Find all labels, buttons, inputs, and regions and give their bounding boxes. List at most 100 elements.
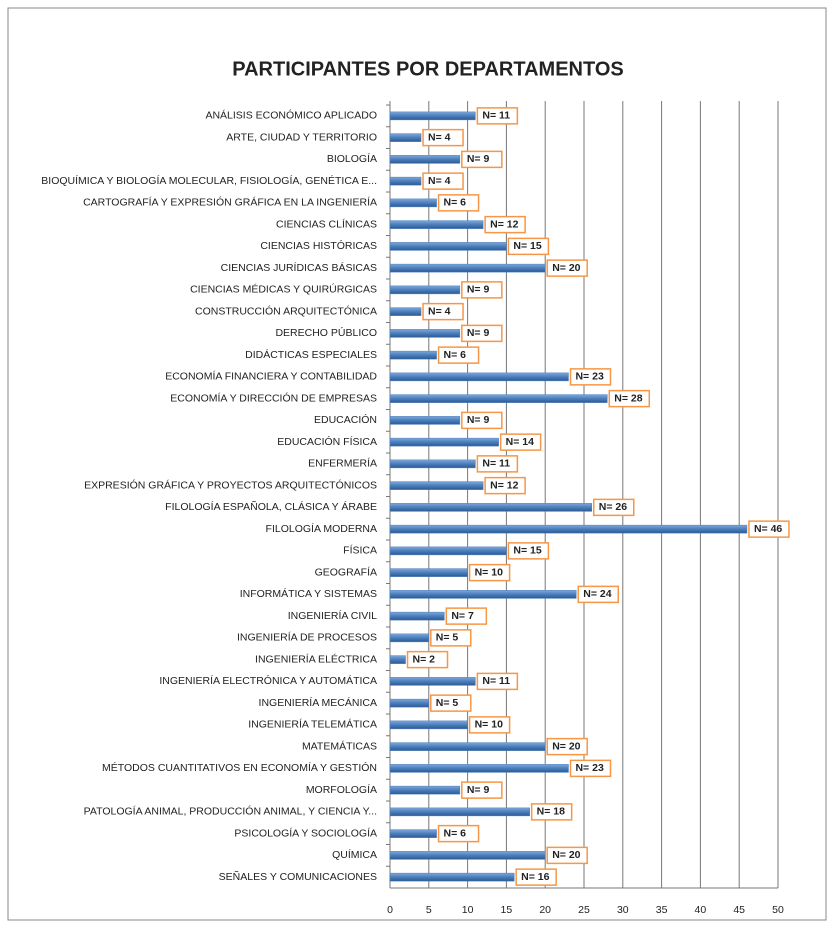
value-label-box <box>437 346 480 364</box>
value-label: N= 5 <box>436 697 459 709</box>
bar <box>389 111 476 121</box>
value-label: N= 6 <box>444 349 467 361</box>
x-tick-label: 50 <box>772 904 784 916</box>
value-label-box <box>569 759 612 778</box>
value-label-box <box>461 150 503 169</box>
value-label: N= 4 <box>428 131 451 143</box>
y-tick-label: INGENIERÍA TELEMÁTICA <box>248 718 377 731</box>
value-label: N= 46 <box>754 523 782 535</box>
bar <box>389 872 515 882</box>
value-label: N= 9 <box>467 153 490 165</box>
value-label: N= 9 <box>467 284 490 296</box>
bar <box>389 720 468 730</box>
y-tick-label: ECONOMÍA Y DIRECCIÓN DE EMPRESAS <box>170 391 377 404</box>
value-label-box <box>476 455 519 473</box>
bar <box>389 350 437 360</box>
value-label: N= 10 <box>475 719 503 731</box>
x-tick-label: 30 <box>617 904 629 916</box>
y-tick-label: MÉTODOS CUANTITATIVOS EN ECONOMÍA Y GEST… <box>102 761 377 774</box>
value-label-box <box>507 237 550 256</box>
y-tick-label: PSICOLOGÍA Y SOCIOLOGÍA <box>234 826 377 839</box>
value-label: N= 10 <box>475 566 503 578</box>
y-tick-label: CIENCIAS HISTÓRICAS <box>260 239 377 252</box>
value-label: N= 9 <box>467 414 490 426</box>
y-tick-label: ANÁLISIS ECONÓMICO APLICADO <box>205 109 377 122</box>
value-label-box <box>507 542 550 560</box>
value-label-box <box>577 585 619 604</box>
value-label: N= 7 <box>451 610 474 622</box>
x-tick-label: 45 <box>733 904 745 916</box>
bar <box>389 285 461 295</box>
value-label-box <box>546 846 588 865</box>
bar <box>389 372 569 382</box>
y-tick-label: ENFERMERÍA <box>308 457 377 470</box>
value-label: N= 2 <box>413 653 436 665</box>
bar <box>389 851 546 860</box>
y-tick-label: INGENIERÍA DE PROCESOS <box>237 631 377 644</box>
y-tick-label: QUÍMICA <box>332 848 377 861</box>
bar <box>389 829 437 838</box>
value-label-box <box>437 194 480 212</box>
bar <box>389 785 461 795</box>
x-tick-label: 5 <box>426 904 432 916</box>
bar <box>389 242 507 251</box>
value-label-box <box>422 172 464 190</box>
value-label: N= 23 <box>575 371 603 383</box>
value-label: N= 9 <box>467 327 490 339</box>
value-label-box <box>406 650 449 669</box>
y-tick-label: FÍSICA <box>343 544 377 557</box>
bar <box>389 546 507 556</box>
y-tick-label: BIOLOGÍA <box>327 152 377 165</box>
value-label-box <box>422 128 464 147</box>
bar <box>389 263 546 273</box>
x-tick-label: 20 <box>539 904 551 916</box>
value-label-box <box>445 607 488 625</box>
bar <box>389 742 546 751</box>
value-label: N= 26 <box>599 501 627 513</box>
y-tick-label: INGENIERÍA CIVIL <box>288 609 377 622</box>
bar <box>389 329 461 338</box>
value-label: N= 18 <box>537 806 565 818</box>
bar <box>389 611 445 621</box>
bar <box>389 459 476 469</box>
y-tick-label: INGENIERÍA ELÉCTRICA <box>255 652 377 665</box>
bar <box>389 633 430 643</box>
value-label-box <box>430 694 472 712</box>
value-label-box <box>437 824 480 843</box>
value-label-box <box>476 672 519 691</box>
value-label: N= 4 <box>428 305 451 317</box>
y-tick-label: MATEMÁTICAS <box>302 739 377 752</box>
value-label: N= 4 <box>428 175 451 187</box>
y-tick-label: CIENCIAS CLÍNICAS <box>276 217 377 230</box>
value-label-box <box>430 629 472 647</box>
value-label: N= 14 <box>506 436 534 448</box>
value-label: N= 20 <box>552 849 580 861</box>
value-label: N= 24 <box>583 588 611 600</box>
y-tick-label: INFORMÁTICA Y SISTEMAS <box>240 587 377 600</box>
value-label: N= 15 <box>513 545 541 557</box>
x-tick-label: 35 <box>656 904 668 916</box>
value-label: N= 12 <box>490 479 518 491</box>
y-tick-label: EDUCACIÓN FÍSICA <box>277 435 377 448</box>
value-label-box <box>530 803 573 821</box>
value-label-box <box>484 476 526 495</box>
y-tick-label: EXPRESIÓN GRÁFICA Y PROYECTOS ARQUITECTÓ… <box>84 478 377 491</box>
value-label: N= 16 <box>521 871 549 883</box>
x-tick-label: 0 <box>387 904 393 916</box>
bar <box>389 503 593 512</box>
bar <box>389 568 468 577</box>
value-label-box <box>546 737 588 756</box>
y-tick-label: CONSTRUCCIÓN ARQUITECTÓNICA <box>195 304 377 317</box>
value-label: N= 12 <box>490 218 518 230</box>
value-label-box <box>484 215 526 234</box>
bar <box>389 133 422 142</box>
value-label: N= 11 <box>482 675 510 687</box>
bar <box>389 764 569 773</box>
bar <box>389 698 430 708</box>
y-tick-label: INGENIERÍA MECÁNICA <box>259 696 377 709</box>
value-label: N= 11 <box>482 110 510 122</box>
y-tick-label: ECONOMÍA FINANCIERA Y CONTABILIDAD <box>165 370 377 383</box>
value-label-box <box>422 302 464 321</box>
chart-title: PARTICIPANTES POR DEPARTAMENTOS <box>232 58 624 80</box>
